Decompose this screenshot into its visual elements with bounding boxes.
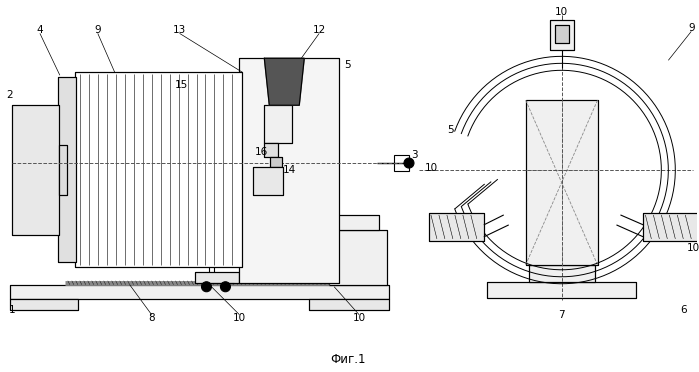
Text: 12: 12 xyxy=(312,25,326,35)
Bar xyxy=(264,105,292,143)
Bar xyxy=(253,167,283,195)
Bar xyxy=(329,230,387,285)
Text: 10: 10 xyxy=(555,7,568,17)
Bar xyxy=(643,213,698,241)
Bar xyxy=(271,157,282,167)
Bar xyxy=(10,299,78,310)
Bar xyxy=(487,282,636,298)
Text: 5: 5 xyxy=(447,125,454,135)
Text: 9: 9 xyxy=(94,25,101,35)
Text: 10: 10 xyxy=(352,313,366,323)
Bar xyxy=(526,100,598,265)
Bar xyxy=(429,213,484,241)
Text: 4: 4 xyxy=(36,25,43,35)
Bar xyxy=(337,215,379,230)
Text: 16: 16 xyxy=(254,147,268,157)
Bar xyxy=(239,58,339,283)
Bar xyxy=(194,272,239,283)
Bar xyxy=(528,265,595,282)
Bar xyxy=(264,143,278,157)
Text: 3: 3 xyxy=(410,150,417,160)
Bar xyxy=(487,282,636,298)
Bar xyxy=(75,72,243,267)
Bar xyxy=(59,145,67,195)
Text: 8: 8 xyxy=(148,313,155,323)
Bar xyxy=(309,299,389,310)
Text: 6: 6 xyxy=(680,305,686,315)
Bar xyxy=(337,215,379,230)
Bar xyxy=(194,272,239,283)
Bar xyxy=(206,255,224,263)
Bar xyxy=(309,299,389,310)
Circle shape xyxy=(408,161,410,164)
Bar xyxy=(206,255,224,263)
Bar xyxy=(549,20,574,50)
Bar xyxy=(643,213,698,241)
Text: 5: 5 xyxy=(344,60,350,70)
Bar xyxy=(329,230,387,285)
Bar xyxy=(12,105,59,235)
Bar xyxy=(271,157,282,167)
Bar xyxy=(394,155,409,171)
Bar xyxy=(58,77,75,262)
Circle shape xyxy=(404,158,414,168)
Text: 2: 2 xyxy=(7,90,13,100)
Text: 9: 9 xyxy=(688,23,695,33)
Bar xyxy=(253,167,283,195)
Bar xyxy=(264,143,278,157)
Bar xyxy=(554,25,568,44)
Text: 10: 10 xyxy=(424,163,438,173)
Bar xyxy=(59,145,67,195)
Bar xyxy=(549,20,574,50)
Text: 10: 10 xyxy=(686,243,699,253)
Bar xyxy=(10,285,389,299)
Text: 13: 13 xyxy=(173,25,186,35)
Bar xyxy=(75,72,243,267)
Bar xyxy=(10,299,78,310)
Text: Фиг.1: Фиг.1 xyxy=(331,353,366,366)
Text: 15: 15 xyxy=(175,80,188,90)
Bar xyxy=(264,105,292,143)
Bar xyxy=(526,100,598,265)
Circle shape xyxy=(201,282,212,292)
Circle shape xyxy=(220,282,231,292)
Bar xyxy=(239,58,339,283)
Text: 7: 7 xyxy=(559,310,565,320)
Text: 1: 1 xyxy=(8,305,15,315)
Text: 14: 14 xyxy=(282,165,296,175)
Bar xyxy=(12,105,59,235)
Bar xyxy=(528,265,595,282)
Bar xyxy=(58,77,75,262)
Bar xyxy=(429,213,484,241)
Text: 10: 10 xyxy=(233,313,246,323)
Bar xyxy=(554,25,568,44)
Bar xyxy=(10,285,389,299)
Polygon shape xyxy=(264,58,304,105)
